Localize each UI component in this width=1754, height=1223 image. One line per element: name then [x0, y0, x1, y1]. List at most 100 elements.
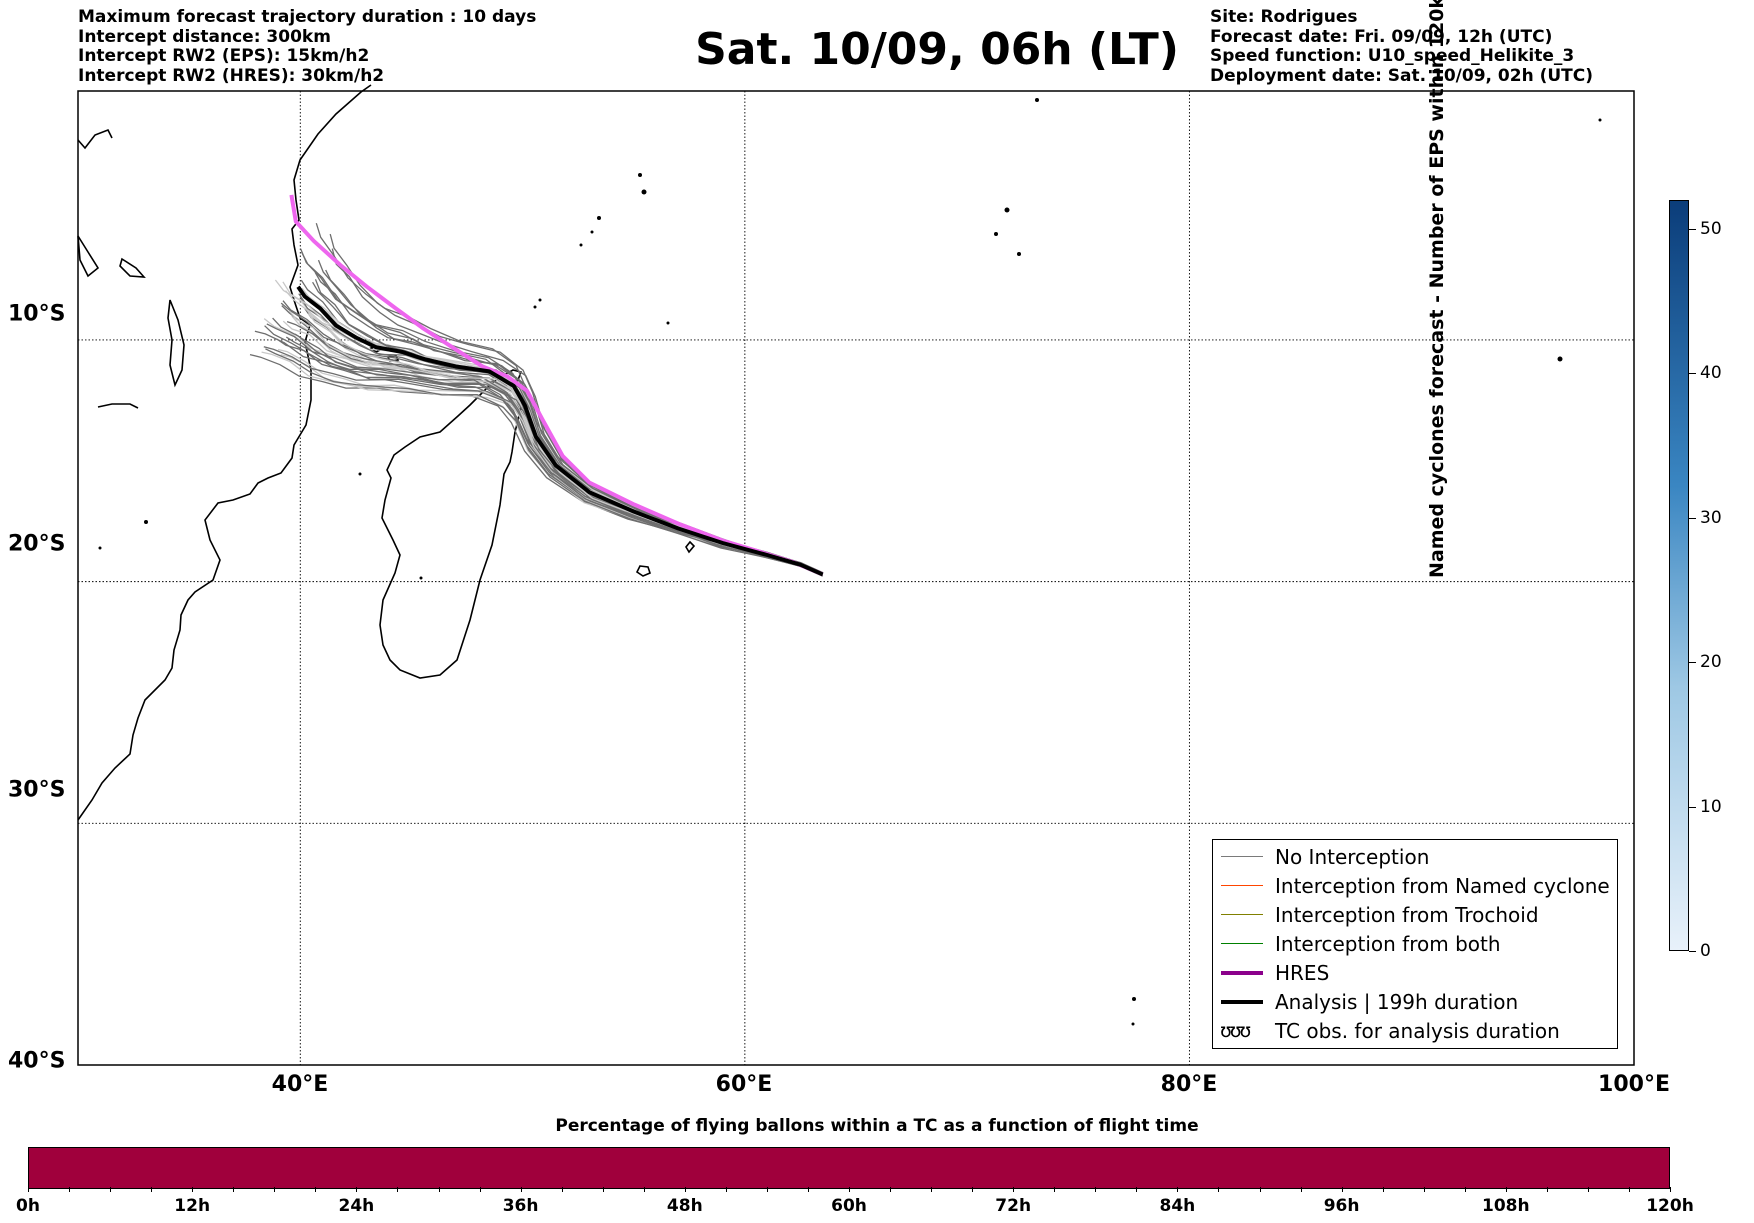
- colorbar-tick-label: 40: [1700, 363, 1722, 384]
- legend-swatch: [1221, 885, 1263, 886]
- time-tick: [1341, 1187, 1343, 1192]
- eps-member-track: [274, 279, 823, 574]
- time-tick: [151, 1187, 153, 1192]
- island-dot: [1598, 118, 1602, 122]
- time-tick-label: 24h: [338, 1196, 375, 1216]
- time-tick: [725, 1187, 727, 1192]
- header-left-line: Intercept RW2 (EPS): 15km/h2: [78, 46, 370, 66]
- legend-label: Interception from Named cyclone: [1275, 874, 1610, 898]
- header-right-info: Site: Rodrigues Forecast date: Fri. 09/0…: [1210, 7, 1594, 86]
- time-tick: [1177, 1187, 1179, 1192]
- analysis-track: [296, 285, 824, 577]
- legend-entry: ʊʊʊ TC obs. for analysis duration: [1213, 1018, 1617, 1044]
- eps-member-track: [329, 233, 824, 576]
- time-tick-label: 60h: [831, 1196, 867, 1216]
- time-tick: [1587, 1187, 1589, 1192]
- island-dot: [597, 216, 601, 220]
- eps-ensemble-tracks: [249, 223, 824, 577]
- eps-member-track: [331, 248, 823, 574]
- africa-coast: [77, 84, 372, 821]
- time-tick-label: 120h: [1646, 1196, 1694, 1216]
- eps-member-track: [265, 348, 823, 574]
- header-right-line: Speed function: U10_speed_Helikite_3: [1210, 46, 1575, 66]
- time-tick: [438, 1187, 440, 1192]
- time-tick-label: 48h: [666, 1196, 703, 1216]
- time-tick-label: 96h: [1323, 1196, 1360, 1216]
- header-right-line: Deployment date: Sat. 10/09, 02h (UTC): [1210, 65, 1594, 86]
- island-dot: [358, 472, 362, 476]
- y-tick-label: 40°S: [8, 1048, 66, 1074]
- island-dot: [666, 321, 670, 325]
- small-islands: [98, 98, 1602, 1026]
- time-tick: [1505, 1187, 1507, 1192]
- colorbar-tick-label: 20: [1700, 652, 1722, 673]
- header-left-line: Maximum forecast trajectory duration : 1…: [78, 7, 537, 27]
- time-tick: [110, 1187, 112, 1192]
- lake-shore: [97, 403, 139, 409]
- island-dot: [1131, 1022, 1135, 1026]
- time-tick: [1095, 1187, 1097, 1192]
- eps-member-track: [315, 223, 823, 574]
- time-tick: [356, 1187, 358, 1192]
- legend-entry: No Interception: [1213, 844, 1617, 870]
- time-tick: [849, 1187, 850, 1192]
- colorbar-tick: [1689, 228, 1696, 230]
- island-dot: [1017, 252, 1021, 256]
- time-tick: [1382, 1187, 1384, 1192]
- eps-member-track: [314, 271, 824, 577]
- time-tick: [274, 1187, 276, 1192]
- colorbar-tick-label: 30: [1700, 507, 1722, 528]
- time-tick: [643, 1187, 645, 1192]
- island-dot: [994, 232, 998, 236]
- x-tick-label: 40°E: [271, 1072, 329, 1097]
- map-frame: [77, 90, 1635, 1066]
- legend-swatch: [1221, 971, 1263, 975]
- eps-member-track: [299, 297, 823, 574]
- eps-member-track: [307, 313, 823, 576]
- legend-entry: Analysis | 199h duration: [1213, 989, 1617, 1015]
- legend-entry: HRES: [1213, 960, 1617, 986]
- time-tick: [766, 1187, 768, 1192]
- time-tick: [1218, 1187, 1220, 1192]
- legend-label: HRES: [1275, 961, 1330, 985]
- colorbar-tick: [1689, 662, 1696, 664]
- time-tick: [520, 1187, 522, 1192]
- legend-entry: Interception from Trochoid: [1213, 902, 1617, 928]
- y-tick-label: 20°S: [8, 531, 66, 557]
- legend-label: No Interception: [1275, 845, 1430, 869]
- time-tick: [561, 1187, 563, 1192]
- time-tick: [602, 1187, 604, 1192]
- header-left-line: Intercept RW2 (HRES): 30km/h2: [78, 65, 385, 86]
- cyclone-symbol-icon: ʊʊʊ: [1220, 1020, 1251, 1042]
- time-tick: [1546, 1187, 1548, 1192]
- island-dot: [533, 305, 537, 309]
- island-dot: [1132, 997, 1136, 1001]
- x-tick-label: 100°E: [1598, 1072, 1670, 1097]
- time-tick: [1423, 1187, 1425, 1192]
- legend-swatch: [1221, 914, 1263, 915]
- time-tick: [1300, 1187, 1302, 1192]
- zanzibar-island: [119, 257, 146, 278]
- horizontal-colorbar: [28, 1147, 1670, 1189]
- time-tick-label: 0h: [16, 1196, 40, 1216]
- coastline: [77, 84, 696, 821]
- horizontal-colorbar-title: Percentage of flying ballons within a TC…: [555, 1116, 1199, 1136]
- header-left-info: Maximum forecast trajectory duration : 1…: [78, 7, 537, 86]
- island-dot: [1557, 356, 1563, 362]
- time-tick: [1670, 1187, 1671, 1192]
- legend-label: Interception from Trochoid: [1275, 903, 1539, 927]
- time-tick-label: 84h: [1159, 1196, 1196, 1216]
- legend-swatch: [1221, 1000, 1263, 1004]
- pemba-island: [77, 235, 100, 278]
- island-dot: [98, 546, 102, 550]
- colorbar-tick-label: 50: [1700, 218, 1722, 239]
- eps-member-track: [282, 281, 823, 575]
- vertical-colorbar-label: Named cyclones forecast - Number of EPS …: [1426, 0, 1449, 578]
- time-tick: [1259, 1187, 1261, 1192]
- eps-member-track: [249, 353, 823, 576]
- time-tick-label: 108h: [1482, 1196, 1530, 1216]
- colorbar-tick: [1689, 806, 1696, 808]
- eps-member-track: [294, 333, 824, 577]
- legend-label: TC obs. for analysis duration: [1275, 1019, 1560, 1043]
- eps-member-track: [298, 293, 823, 576]
